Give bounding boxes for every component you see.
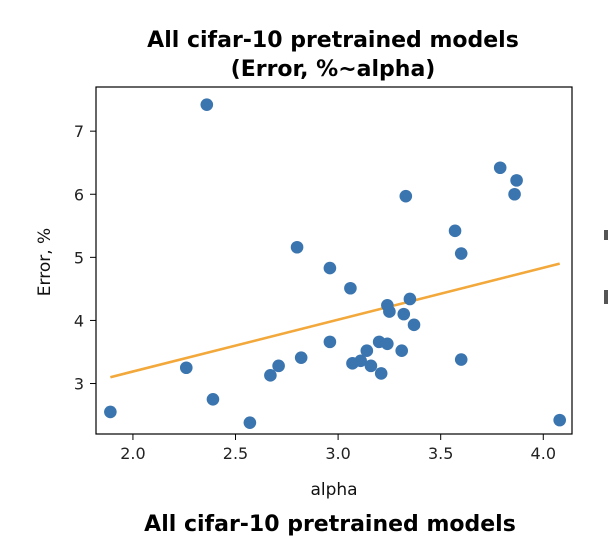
plot-frame: [95, 86, 573, 435]
x-tick-label: 3.5: [428, 444, 453, 463]
data-point: [454, 353, 468, 366]
x-tick-label: 2.5: [223, 444, 248, 463]
y-tick-label: 3: [74, 375, 84, 394]
fit-line: [110, 262, 561, 379]
data-point: [323, 335, 337, 349]
cropped-edge-mark: [604, 230, 608, 240]
data-point: [553, 413, 566, 427]
x-tick-label: 3.0: [325, 444, 350, 463]
data-point: [399, 189, 413, 203]
data-point: [510, 174, 523, 187]
data-point: [344, 281, 357, 295]
data-point: [360, 344, 374, 358]
chart-title: All cifar-10 pretrained models: [147, 28, 519, 53]
data-point: [395, 344, 409, 358]
x-tick-label: 4.0: [531, 444, 556, 463]
y-axis-label: Error, %: [35, 228, 55, 296]
data-point: [493, 161, 507, 175]
y-tick-label: 4: [74, 311, 84, 330]
data-point: [104, 405, 117, 419]
data-point: [243, 416, 257, 429]
y-tick-label: 7: [74, 122, 84, 141]
y-tick-label: 6: [74, 185, 84, 204]
data-point: [381, 337, 394, 351]
data-point: [272, 359, 285, 373]
chart-subtitle: (Error, %~alpha): [231, 57, 436, 82]
data-point: [403, 292, 417, 306]
data-point: [508, 187, 521, 201]
data-point: [294, 351, 308, 364]
data-point: [397, 307, 411, 321]
data-point: [206, 393, 220, 406]
data-point: [448, 224, 462, 238]
data-point: [200, 98, 214, 111]
data-point: [290, 240, 304, 254]
data-point: [383, 305, 396, 318]
scatter-chart: All cifar-10 pretrained models (Error, %…: [35, 28, 573, 500]
x-tick-label: 2.0: [120, 444, 145, 463]
next-chart-title-partial: All cifar-10 pretrained models: [144, 512, 516, 537]
y-tick-label: 5: [74, 248, 84, 267]
data-point: [454, 247, 468, 260]
data-point: [264, 369, 277, 382]
data-point: [323, 261, 337, 275]
data-point: [407, 318, 421, 332]
data-point: [179, 361, 193, 375]
data-point: [364, 359, 378, 373]
cropped-edge-mark: [604, 290, 608, 304]
x-axis-label: alpha: [310, 480, 357, 500]
data-point: [374, 367, 388, 380]
data-point: [354, 354, 367, 368]
